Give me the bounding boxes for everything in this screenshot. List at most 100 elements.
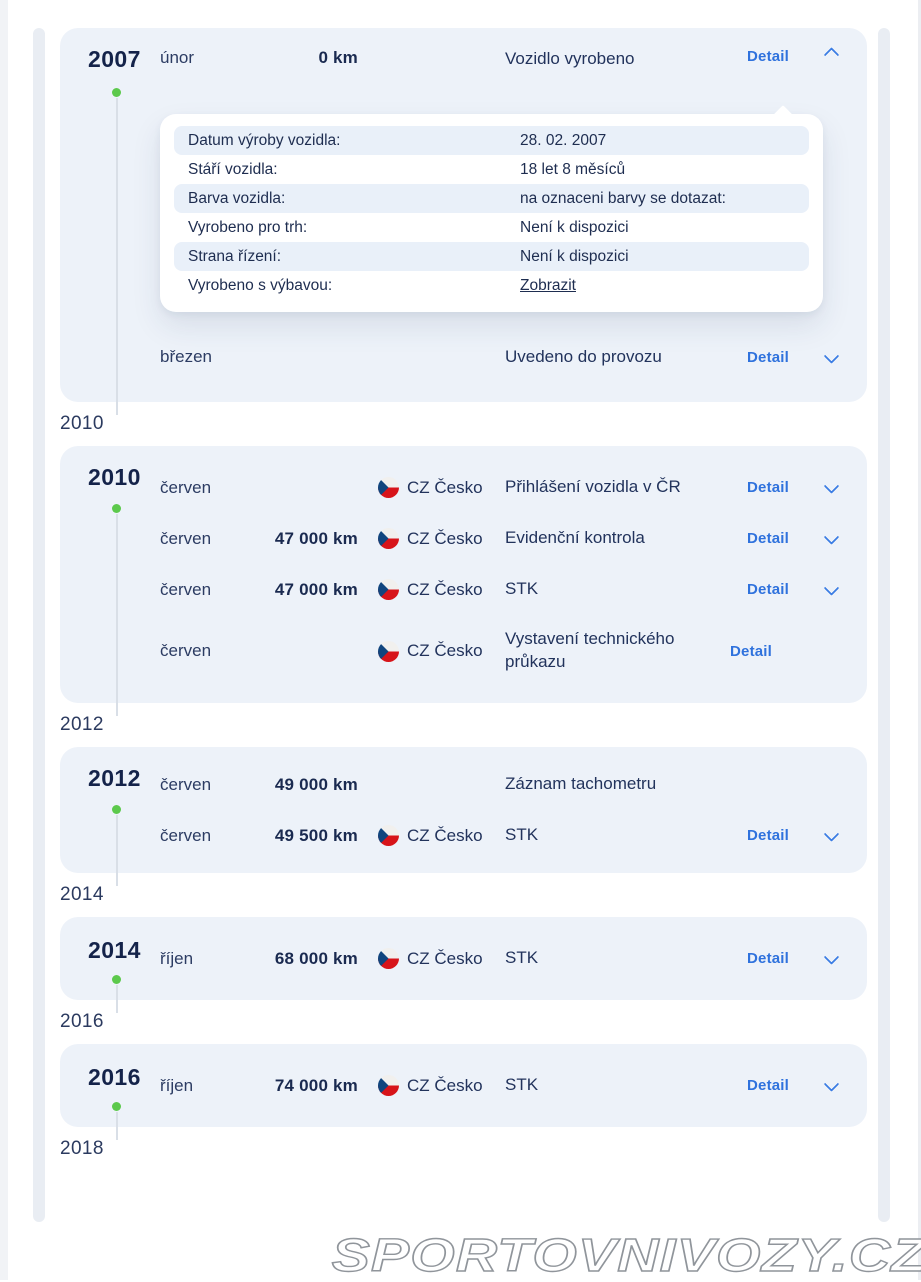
year-card-2014: 2014 říjen 68 000 km CZ Česko STK Detail: [60, 917, 867, 1000]
watermark: SPORTOVNIVOZY.CZ: [330, 1228, 921, 1281]
chevron-down-icon[interactable]: [809, 1076, 853, 1092]
timeline-line: [116, 815, 118, 886]
cz-flag-icon: [378, 1075, 399, 1096]
detail-label: Vyrobeno pro trh:: [188, 218, 308, 236]
cz-flag-icon: [378, 948, 399, 969]
timeline-line: [116, 514, 118, 716]
detail-label: Strana řízení:: [188, 247, 282, 265]
table-row: únor 0 km Vozidlo vyrobeno Detail: [60, 40, 867, 104]
table-row: březen Uvedeno do provozu Detail: [60, 326, 867, 388]
country-cell: CZ Česko: [378, 948, 505, 969]
zobrazit-link[interactable]: Zobrazit: [520, 276, 576, 294]
detail-row: Stáří vozidla: 18 let 8 měsíců: [174, 155, 809, 184]
event-label: STK: [505, 825, 539, 845]
chevron-down-icon[interactable]: [809, 529, 853, 545]
odometer-value: 68 000 km: [274, 948, 358, 968]
chevron-down-icon[interactable]: [809, 949, 853, 965]
detail-link[interactable]: Detail: [730, 642, 773, 660]
event-label: STK: [505, 1075, 539, 1095]
month-label: červen: [160, 579, 212, 599]
scrollbar-track[interactable]: [878, 28, 890, 1222]
detail-link[interactable]: Detail: [747, 530, 790, 547]
country-cell: CZ Česko: [378, 1075, 505, 1096]
year-marker: 2018: [60, 1138, 104, 1159]
table-row: červen CZ Česko Vystavení technického pr…: [60, 615, 867, 687]
odometer-value: 47 000 km: [274, 579, 358, 599]
detail-row: Barva vozidla: na oznaceni barvy se dota…: [174, 184, 809, 213]
detail-label: Barva vozidla:: [188, 189, 286, 207]
chevron-down-icon[interactable]: [809, 826, 853, 842]
year-card-2016: 2016 říjen 74 000 km CZ Česko STK Detail: [60, 1044, 867, 1127]
month-label: říjen: [160, 948, 194, 968]
detail-link[interactable]: Detail: [747, 827, 790, 844]
month-label: červen: [160, 825, 212, 845]
table-row: červen CZ Česko Přihlášení vozidla v ČR …: [60, 462, 867, 513]
page-edge-left: [0, 0, 8, 1280]
timeline-dot: [112, 504, 121, 513]
chevron-up-icon[interactable]: [809, 47, 853, 63]
year-marker: 2010: [60, 413, 104, 434]
table-row: červen 49 500 km CZ Česko STK Detail: [60, 810, 867, 861]
month-label: březen: [160, 347, 212, 366]
event-label: Uvedeno do provozu: [505, 346, 662, 366]
month-label: říjen: [160, 1075, 194, 1095]
country-cell: CZ Česko: [378, 579, 505, 600]
table-row: říjen 74 000 km CZ Česko STK Detail: [60, 1060, 867, 1111]
table-row: červen 49 000 km Záznam tachometru: [60, 759, 867, 810]
timeline-line: [116, 985, 118, 1013]
cz-flag-icon: [378, 528, 399, 549]
timeline-dot: [112, 88, 121, 97]
detail-label: Datum výroby vozidla:: [188, 131, 341, 149]
expanded-detail-panel: Datum výroby vozidla: 28. 02. 2007 Stáří…: [160, 105, 823, 312]
detail-link[interactable]: Detail: [747, 479, 790, 496]
cz-flag-icon: [378, 825, 399, 846]
table-row: červen 47 000 km CZ Česko Evidenční kont…: [60, 513, 867, 564]
detail-row: Strana řízení: Není k dispozici: [174, 242, 809, 271]
table-row: říjen 68 000 km CZ Česko STK Detail: [60, 933, 867, 984]
timeline-dot: [112, 1102, 121, 1111]
detail-row: Datum výroby vozidla: 28. 02. 2007: [174, 126, 809, 155]
cz-flag-icon: [378, 477, 399, 498]
table-row: červen 47 000 km CZ Česko STK Detail: [60, 564, 867, 615]
country-label: CZ Česko: [407, 528, 483, 548]
detail-value: na oznaceni barvy se dotazat:: [520, 189, 726, 207]
month-label: červen: [160, 528, 212, 548]
month-label: červen: [160, 641, 212, 660]
detail-link[interactable]: Detail: [747, 348, 790, 366]
detail-label: Vyrobeno s výbavou:: [188, 276, 333, 294]
page-edge-right: [918, 0, 921, 1280]
detail-label: Stáří vozidla:: [188, 160, 278, 178]
country-cell: CZ Česko: [378, 825, 505, 846]
detail-link[interactable]: Detail: [747, 581, 790, 598]
year-card-2010: 2010 červen CZ Česko Přihlášení vozidla …: [60, 446, 867, 703]
detail-value: 18 let 8 měsíců: [520, 160, 626, 178]
odometer-value: 74 000 km: [274, 1075, 358, 1095]
timeline-group-2007: 2007 únor 0 km Vozidlo vyrobeno Detail D…: [60, 28, 867, 437]
event-label: Evidenční kontrola: [505, 528, 645, 548]
country-cell: CZ Česko: [378, 640, 505, 662]
event-label: Vozidlo vyrobeno: [505, 49, 635, 68]
chevron-down-icon[interactable]: [809, 347, 853, 364]
detail-link[interactable]: Detail: [747, 48, 790, 65]
year-heading: 2010: [88, 464, 141, 490]
odometer-value: 0 km: [318, 48, 358, 67]
chevron-down-icon[interactable]: [809, 580, 853, 596]
chevron-down-icon[interactable]: [809, 478, 853, 494]
timeline-line: [116, 98, 118, 415]
event-label: Přihlášení vozidla v ČR: [505, 477, 681, 497]
year-card-2007: 2007 únor 0 km Vozidlo vyrobeno Detail D…: [60, 28, 867, 402]
vehicle-history-timeline: 2007 únor 0 km Vozidlo vyrobeno Detail D…: [60, 28, 867, 1171]
event-label: STK: [505, 579, 539, 599]
detail-value: 28. 02. 2007: [520, 131, 607, 149]
left-rail: [33, 28, 45, 1222]
year-marker: 2012: [60, 714, 104, 735]
month-label: červen: [160, 477, 212, 497]
year-marker: 2016: [60, 1011, 104, 1032]
odometer-value: 47 000 km: [274, 528, 358, 548]
panel-notch: [773, 105, 793, 125]
cz-flag-icon: [378, 579, 399, 600]
detail-link[interactable]: Detail: [747, 1077, 790, 1094]
country-cell: CZ Česko: [378, 528, 505, 549]
detail-link[interactable]: Detail: [747, 950, 790, 967]
detail-row: Vyrobeno s výbavou: Zobrazit: [174, 271, 809, 300]
